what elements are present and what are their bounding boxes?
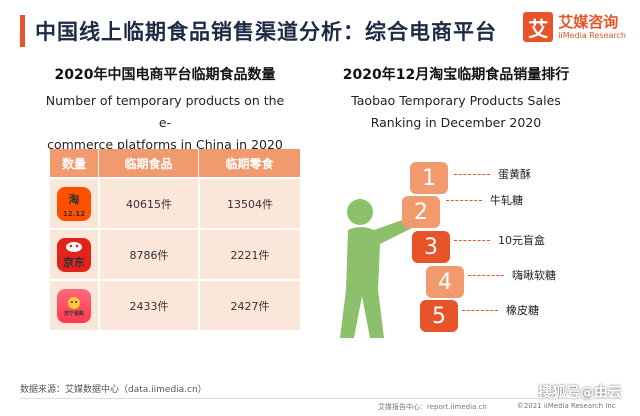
copyright: ©2021 iiMedia Research Inc — [516, 402, 616, 410]
food-count: 40615件 — [98, 179, 198, 228]
left-title-en-1: Number of temporary products on the e- — [45, 93, 285, 130]
header-count: 数量 — [61, 156, 86, 171]
rank-block-5: 5 — [420, 300, 458, 332]
table-row: 苏宁易购 2433件 2427件 — [50, 279, 300, 330]
rank-label-4: 嗨啾软糖 — [468, 267, 556, 283]
rank-label-5: 橡皮糖 — [462, 302, 539, 318]
header-food: 临期食品 — [98, 149, 198, 177]
header-snack: 临期零食 — [198, 149, 300, 177]
table-row: 淘 12.12 40615件 13504件 — [50, 177, 300, 228]
title-bar: 中国线上临期食品销售渠道分析：综合电商平台 — [20, 14, 497, 48]
snack-count: 2427件 — [198, 281, 300, 330]
iimedia-logo: 艾 艾媒咨询 iiMedia Research — [523, 12, 626, 42]
logo-en-text: iiMedia Research — [558, 30, 626, 40]
person-icon — [340, 199, 412, 338]
ranking-graphic: 1 2 3 4 5 蛋黄酥 牛轧糖 10元盲盒 嗨啾软糖 橡皮糖 — [338, 150, 598, 340]
right-title-cn: 2020年12月淘宝临期食品销量排行 — [342, 67, 570, 83]
right-title-en-2: Ranking in December 2020 — [370, 115, 542, 130]
watermark: 搜狐号@由云 — [538, 385, 622, 401]
left-title-en-2: commerce platforms in China in 2020 — [47, 137, 283, 152]
table-header: 数量 临期食品 临期零食 — [50, 149, 300, 177]
logo-mark-icon: 艾 — [523, 12, 554, 42]
footer-divider — [20, 398, 620, 399]
rank-label-2: 牛轧糖 — [446, 192, 523, 208]
rank-label-1: 蛋黄酥 — [454, 166, 531, 182]
page-title: 中国线上临期食品销售渠道分析：综合电商平台 — [35, 20, 497, 44]
data-source: 数据来源：艾媒数据中心（data.iimedia.cn） — [20, 385, 207, 395]
food-count: 8786件 — [98, 230, 198, 279]
footer: 艾媒报告中心：report.iimedia.cn ©2021 iiMedia R… — [378, 402, 616, 412]
rank-block-4: 4 — [426, 266, 464, 298]
right-panel-heading: 2020年12月淘宝临期食品销量排行 Taobao Temporary Prod… — [338, 64, 574, 134]
suning-icon: 苏宁易购 — [57, 288, 91, 323]
rank-block-2: 2 — [402, 196, 440, 228]
snack-count: 2221件 — [198, 230, 300, 279]
report-link: 艾媒报告中心：report.iimedia.cn — [378, 403, 487, 411]
left-panel-heading: 2020年中国电商平台临期食品数量 Number of temporary pr… — [40, 64, 290, 156]
rank-block-1: 1 — [410, 162, 448, 194]
right-title-en-1: Taobao Temporary Products Sales — [351, 93, 561, 108]
rank-label-3: 10元盲盒 — [454, 232, 545, 248]
jd-icon: 京东 — [57, 237, 91, 272]
snack-count: 13504件 — [198, 179, 300, 228]
rank-block-3: 3 — [412, 231, 450, 263]
table-row: 京东 8786件 2221件 — [50, 228, 300, 279]
taobao-icon: 淘 12.12 — [57, 186, 91, 221]
platform-table: 数量 临期食品 临期零食 淘 12.12 40615件 13504件 京东 87… — [50, 149, 300, 330]
food-count: 2433件 — [98, 281, 198, 330]
left-title-cn: 2020年中国电商平台临期食品数量 — [54, 67, 276, 83]
title-accent-bar — [20, 15, 25, 47]
logo-cn-text: 艾媒咨询 — [558, 12, 619, 31]
